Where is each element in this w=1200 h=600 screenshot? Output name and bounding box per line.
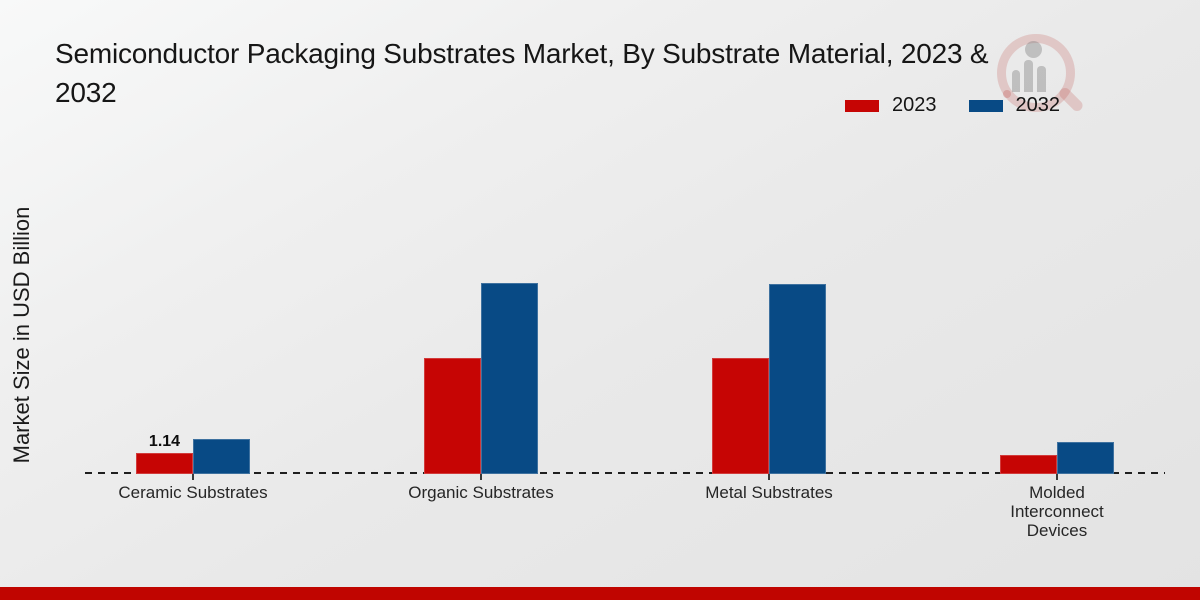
legend-swatch-2023	[845, 99, 879, 112]
legend-label-2032: 2032	[1015, 94, 1061, 116]
legend-item-2032: 2032	[968, 94, 1061, 117]
bar-group: 1.14	[136, 433, 250, 474]
bar-chart-plot-area: 1.14 Ceramic Substrates Organic Substrates…	[85, 0, 1165, 600]
x-axis-tick	[768, 474, 770, 480]
chart-title-line1: Semiconductor Packaging Substrates Marke…	[55, 38, 989, 69]
bar-2032-metal-substrates	[769, 284, 826, 474]
bar-2023-metal-substrates	[712, 358, 769, 474]
legend-swatch-2032	[968, 99, 1003, 112]
y-axis-label: Market Size in USD Billion	[9, 206, 34, 464]
logo-dot-icon	[1003, 90, 1011, 98]
legend-item-2023: 2023	[845, 94, 937, 117]
x-axis-tick	[1056, 474, 1058, 480]
bar-2032-organic-substrates	[481, 283, 538, 474]
bar-2032-ceramic-substrates	[193, 439, 250, 474]
bar-2032-molded-interconnect-devices	[1057, 442, 1114, 474]
footer-accent-bar	[0, 587, 1200, 600]
bar-group	[712, 284, 826, 474]
bar-2023-organic-substrates	[424, 358, 481, 474]
logo-head-icon	[1025, 41, 1042, 58]
bar-group	[424, 283, 538, 474]
x-axis-tick	[480, 474, 482, 480]
publisher-logo-watermark-icon	[995, 28, 1105, 123]
chart-title-line2: 2032	[55, 77, 117, 108]
logo-bar-icon	[1024, 60, 1033, 92]
category-label: Ceramic Substrates	[118, 483, 268, 502]
category-label: Metal Substrates	[705, 483, 833, 502]
chart-title: Semiconductor Packaging Substrates Marke…	[55, 34, 989, 112]
chart-legend: 2023 2032	[845, 94, 1060, 117]
logo-bar-icon	[1037, 66, 1046, 92]
x-axis-tick	[192, 474, 194, 480]
legend-label-2023: 2023	[892, 94, 937, 116]
bar-group	[1000, 442, 1114, 474]
magnifier-ring-icon	[997, 34, 1075, 112]
bar-2023-molded-interconnect-devices	[1000, 455, 1057, 474]
bar-value-label: 1.14	[148, 433, 181, 450]
category-label: Organic Substrates	[408, 483, 554, 502]
bar-2023-ceramic-substrates: 1.14	[136, 433, 193, 474]
category-label: Molded Interconnect Devices	[1010, 483, 1104, 540]
logo-bar-icon	[1012, 70, 1020, 92]
x-axis-baseline	[85, 472, 1165, 474]
